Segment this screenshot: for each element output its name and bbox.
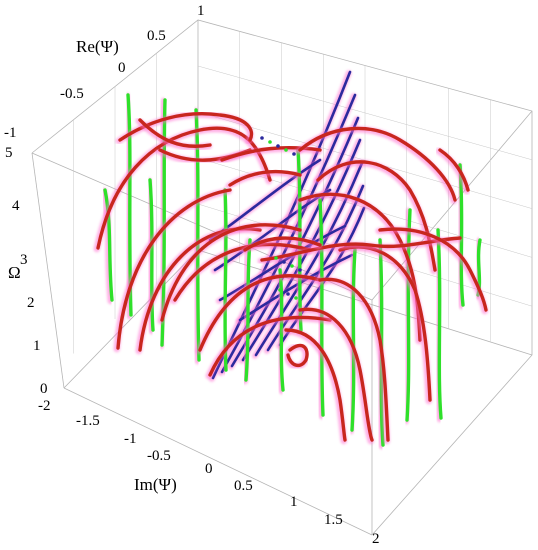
omega-tick-0: 0 — [40, 381, 48, 397]
blue-curve-11 — [238, 253, 354, 322]
im-tick-1: 1 — [290, 494, 298, 510]
red-curve-12 — [298, 126, 457, 202]
red-curve-22 — [243, 236, 322, 252]
red-curve-16 — [318, 277, 390, 442]
trajectory-dot — [260, 136, 264, 140]
green-curve-9 — [318, 198, 325, 417]
green-curve-7 — [244, 238, 252, 382]
re-axis-label: Re(Ψ) — [76, 37, 119, 56]
blue-curve-5 — [254, 161, 364, 357]
trajectory-dot — [290, 264, 294, 268]
omega-axis-label: Ω — [8, 263, 21, 282]
curves — [93, 70, 488, 450]
box-edge — [63, 387, 373, 536]
omega-tick-5: 5 — [5, 145, 13, 161]
trajectory-dot — [282, 260, 286, 264]
red-curve-17 — [298, 307, 374, 442]
im-tick-neg0.5: -0.5 — [147, 448, 171, 464]
box-edge — [31, 152, 65, 389]
omega-tick-4: 4 — [12, 198, 20, 214]
trajectory-dot — [276, 144, 280, 148]
im-tick-0.5: 0.5 — [234, 478, 253, 494]
re-tick-neg0.5: -0.5 — [60, 86, 84, 102]
blue-curve-2 — [220, 93, 357, 374]
red-curve-19 — [260, 236, 462, 262]
red-curve-11 — [220, 146, 322, 162]
trajectory-dot — [286, 292, 290, 296]
red-curve-20 — [378, 227, 488, 312]
re-axis: 1 0.5 0 -0.5 -1 Re(Ψ) — [4, 3, 205, 141]
red-curve-21-halo — [435, 147, 470, 195]
red-curve-4 — [160, 223, 302, 322]
omega-tick-2: 2 — [27, 295, 35, 311]
trajectory-dot — [294, 296, 298, 300]
green-curve-4 — [148, 178, 155, 332]
red-curve-2 — [116, 188, 232, 350]
re-tick-neg1: -1 — [4, 125, 17, 141]
red-curve-23 — [286, 343, 309, 368]
trajectory-dot — [292, 152, 296, 156]
im-tick-0: 0 — [205, 461, 213, 477]
im-tick-neg1.5: -1.5 — [76, 413, 100, 429]
trajectory-dot — [278, 288, 282, 292]
red-curve-18 — [284, 328, 347, 442]
green-curve-16 — [278, 268, 285, 392]
im-tick-1.5: 1.5 — [324, 512, 343, 528]
gridline — [197, 65, 533, 161]
red-curve-1 — [96, 126, 272, 250]
red-curve-9 — [138, 118, 212, 148]
omega-axis: 5 4 3 2 1 0 Ω — [5, 145, 48, 397]
trajectory-dot — [298, 268, 302, 272]
trajectory-dot — [274, 256, 278, 260]
green-curve-13 — [436, 228, 443, 420]
green-curve-12 — [405, 208, 412, 422]
omega-tick-3: 3 — [20, 252, 28, 268]
green-curve-3 — [194, 108, 201, 362]
im-axis: -2 -1.5 -1 -0.5 0 0.5 1 1.5 2 Im(Ψ) — [38, 398, 380, 547]
red-curve-7 — [208, 315, 332, 377]
im-tick-2: 2 — [372, 531, 380, 547]
omega-tick-1: 1 — [33, 338, 41, 354]
re-tick-0.5: 0.5 — [147, 28, 166, 44]
green-curve-5 — [103, 188, 114, 302]
red-curve-5 — [173, 242, 312, 302]
im-tick-neg1: -1 — [124, 431, 137, 447]
re-tick-0: 0 — [118, 60, 126, 76]
trajectory-dot — [268, 140, 272, 144]
trajectory-dot — [284, 148, 288, 152]
re-tick-1: 1 — [197, 3, 205, 19]
red-curve-24 — [228, 169, 302, 187]
green-curve-10 — [350, 248, 357, 432]
green-curve-6 — [223, 188, 228, 372]
im-axis-label: Im(Ψ) — [134, 475, 177, 494]
red-curve-6 — [198, 274, 322, 352]
red-curve-21 — [438, 148, 470, 192]
im-tick-neg2: -2 — [38, 398, 51, 414]
